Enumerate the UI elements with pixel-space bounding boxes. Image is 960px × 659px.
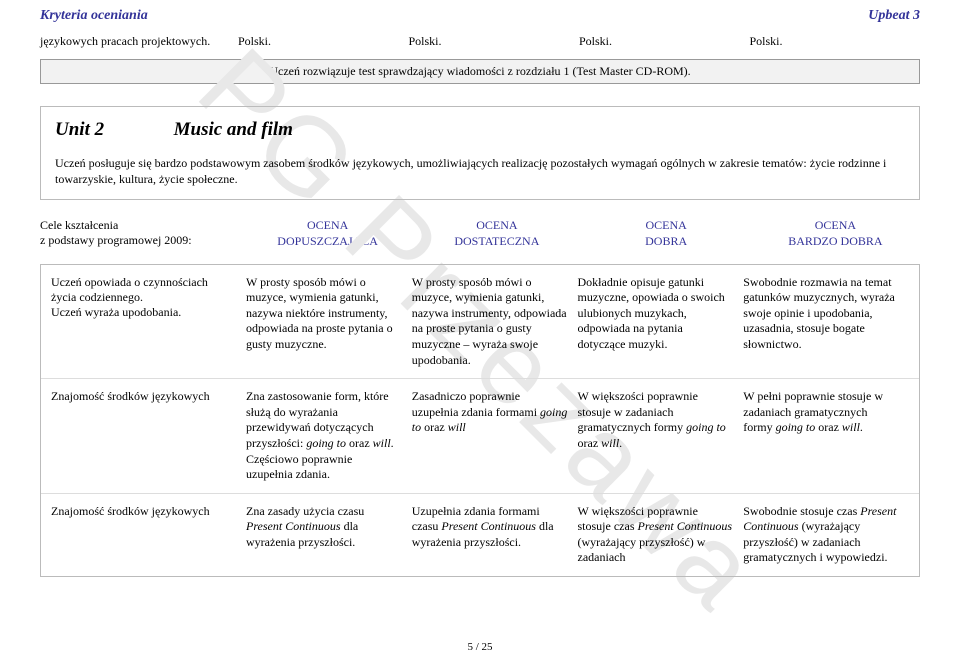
row1-c2: W prosty sposób mówi o muzyce, wymienia … [412, 275, 578, 369]
r2c4-it2: will [842, 420, 860, 434]
r2c3-post: . [619, 436, 622, 450]
grade-header: Cele kształcenia z podstawy programowej … [40, 218, 920, 249]
grade-col-4: OCENA BARDZO DOBRA [751, 218, 920, 249]
unit-label: Unit 2 [55, 119, 104, 140]
row2-c4: W pełni poprawnie stosuje w zadaniach gr… [743, 389, 909, 436]
top-polski-4: Polski. [749, 34, 920, 49]
cele-line2: z podstawy programowej 2009: [40, 233, 192, 247]
row3-c1: Zna zasady użycia czasu Present Continuo… [246, 504, 412, 551]
table-row: Znajomość środków językowych Zna zasady … [41, 494, 919, 576]
table-row: Znajomość środków językowych Zna zastoso… [41, 379, 919, 494]
test-bar: Uczeń rozwiązuje test sprawdzający wiado… [40, 59, 920, 84]
r2c3-it2: will [601, 436, 619, 450]
top-polski-2: Polski. [408, 34, 579, 49]
r2c4-post: . [860, 420, 863, 434]
grade-col-1: OCENA DOPUSZCZAJĄCA [243, 218, 412, 249]
row1-c1: W prosty sposób mówi o muzyce, wymienia … [246, 275, 412, 353]
r3c3-post: (wyrażający przyszłość) w zadaniach [578, 535, 706, 565]
r3c2-it: Present Continuous [441, 519, 536, 533]
criteria-table: Uczeń opowiada o czynnościach życia codz… [40, 264, 920, 578]
top-polski-3: Polski. [579, 34, 750, 49]
r2c4-it1: going to [776, 420, 816, 434]
row2-c3: W większości poprawnie stosuje w zadania… [578, 389, 744, 451]
row1-c0: Uczeń opowiada o czynnościach życia codz… [51, 275, 246, 320]
unit-title: Unit 2 Music and film [55, 119, 905, 141]
top-polski-1: Polski. [238, 34, 409, 49]
r2c1-it2: will [373, 436, 391, 450]
row2-c0: Znajomość środków językowych [51, 389, 246, 404]
unit-description: Uczeń posługuje się bardzo podstawowym z… [55, 155, 905, 187]
ocena-1a: OCENA [307, 218, 348, 232]
row1-c4: Swobodnie rozmawia na temat gatunków muz… [743, 275, 909, 353]
header-left: Kryteria oceniania [40, 8, 148, 24]
r2c2-mid: oraz [421, 420, 448, 434]
grade-col-3: OCENA DOBRA [582, 218, 751, 249]
page-footer: 5 / 25 [0, 641, 960, 653]
ocena-2b: DOSTATECZNA [454, 234, 539, 248]
r3c3-it: Present Continuous [637, 519, 732, 533]
r2c4-mid: oraz [815, 420, 842, 434]
ocena-4a: OCENA [815, 218, 856, 232]
r2c3-pre: W większości poprawnie stosuje w zadania… [578, 389, 698, 434]
row3-c2: Uzupełnia zdania formami czasu Present C… [412, 504, 578, 551]
row1-c3: Dokładnie opisuje gatunki muzyczne, opow… [578, 275, 744, 353]
ocena-3b: DOBRA [645, 234, 687, 248]
grade-header-left: Cele kształcenia z podstawy programowej … [40, 218, 243, 249]
r2c1-it1: going to [306, 436, 346, 450]
r3c4-pre: Swobodnie stosuje czas [743, 504, 860, 518]
row2-c2: Zasadniczo poprawnie uzupełnia zdania fo… [412, 389, 578, 436]
r2c2-pre: Zasadniczo poprawnie uzupełnia zdania fo… [412, 389, 540, 419]
ocena-3a: OCENA [645, 218, 686, 232]
top-left-cell: językowych pracach projektowych. [40, 34, 238, 49]
r2c2-it2: will [448, 420, 466, 434]
ocena-4b: BARDZO DOBRA [788, 234, 882, 248]
grade-col-2: OCENA DOSTATECZNA [412, 218, 581, 249]
row2-c1: Zna zastosowanie form, które służą do wy… [246, 389, 412, 483]
table-row: Uczeń opowiada o czynnościach życia codz… [41, 265, 919, 380]
page-content: językowych pracach projektowych. Polski.… [0, 34, 960, 577]
cele-line1: Cele kształcenia [40, 218, 118, 232]
r3c1-pre: Zna zasady użycia czasu [246, 504, 364, 518]
row3-c4: Swobodnie stosuje czas Present Continuou… [743, 504, 909, 566]
page-header: Kryteria oceniania Upbeat 3 [0, 0, 960, 28]
r3c1-it: Present Continuous [246, 519, 341, 533]
r2c1-mid: oraz [346, 436, 373, 450]
ocena-1b: DOPUSZCZAJĄCA [277, 234, 378, 248]
row3-c3: W większości poprawnie stosuje czas Pres… [578, 504, 744, 566]
ocena-2a: OCENA [476, 218, 517, 232]
r2c3-it1: going to [686, 420, 726, 434]
header-right: Upbeat 3 [868, 8, 920, 24]
unit-box: Unit 2 Music and film Uczeń posługuje si… [40, 106, 920, 200]
r2c3-mid: oraz [578, 436, 602, 450]
row3-c0: Znajomość środków językowych [51, 504, 246, 519]
unit-name: Music and film [174, 119, 293, 140]
top-carryover-row: językowych pracach projektowych. Polski.… [40, 34, 920, 49]
